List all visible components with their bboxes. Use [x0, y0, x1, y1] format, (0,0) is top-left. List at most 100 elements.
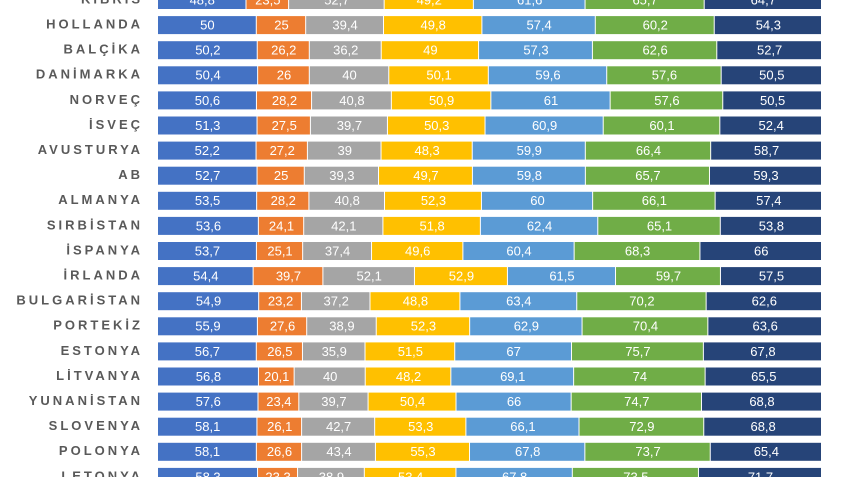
value-label: 60,2	[643, 18, 668, 33]
value-label: 39,3	[329, 168, 354, 183]
bar-segment	[158, 317, 257, 336]
value-label: 52,1	[357, 269, 382, 284]
value-label: 53,6	[196, 218, 221, 233]
category-label: SIRBİSTAN	[47, 217, 143, 232]
value-label: 48,3	[414, 143, 439, 158]
value-label: 40	[342, 68, 356, 83]
bar-segment	[158, 267, 253, 286]
bar-segment	[258, 367, 294, 386]
value-label: 50,5	[759, 68, 784, 83]
bar-segment	[257, 116, 310, 135]
bar-segment	[384, 0, 473, 9]
bar-segment	[585, 442, 710, 461]
category-label: AVUSTURYA	[38, 142, 143, 157]
value-label: 37,2	[324, 294, 349, 309]
bar-segment	[257, 191, 309, 210]
value-label: 59,7	[656, 269, 681, 284]
value-label: 26,2	[271, 43, 296, 58]
value-label: 68,3	[625, 243, 650, 258]
value-label: 28,2	[272, 93, 297, 108]
value-label: 50,4	[400, 394, 425, 409]
bar-segment	[610, 91, 723, 110]
bar-segment	[491, 91, 610, 110]
value-label: 25	[274, 168, 288, 183]
bar-segment	[703, 342, 821, 361]
value-label: 48,8	[190, 0, 215, 7]
bar-segment	[309, 66, 389, 85]
value-label: 40,8	[335, 193, 360, 208]
bar-segment	[720, 216, 821, 235]
value-label: 66,1	[510, 419, 535, 434]
bar-segment	[258, 467, 298, 477]
bar-segment	[301, 292, 370, 311]
value-label: 49,2	[417, 0, 442, 7]
value-label: 39,7	[276, 269, 301, 284]
bar-segment	[579, 417, 704, 436]
bar-segment	[376, 317, 470, 336]
category-label: YUNANİSTAN	[29, 393, 143, 408]
bar-segment	[466, 417, 579, 436]
value-label: 62,6	[642, 43, 667, 58]
bar-segment	[289, 0, 384, 9]
value-label: 25,1	[267, 243, 292, 258]
value-label: 66	[507, 394, 521, 409]
bar-segment	[603, 116, 720, 135]
value-label: 50,1	[426, 68, 451, 83]
value-label: 23,2	[268, 294, 293, 309]
value-label: 67	[506, 344, 520, 359]
bar-segment	[158, 116, 257, 135]
bar-segment	[158, 66, 258, 85]
value-label: 60,9	[532, 118, 557, 133]
value-label: 57,4	[526, 18, 551, 33]
value-label: 39,4	[332, 18, 357, 33]
bar-segment	[158, 367, 258, 386]
value-label: 70,4	[633, 319, 658, 334]
bar-segment	[456, 392, 571, 411]
value-label: 64,7	[751, 0, 776, 7]
bar-segment	[158, 166, 257, 185]
bar-segment	[698, 467, 821, 477]
bar-segment	[256, 141, 307, 160]
bar-segment	[385, 191, 481, 210]
category-label: PORTEKİZ	[53, 318, 143, 333]
bar-segment	[323, 267, 414, 286]
value-label: 39,7	[321, 394, 346, 409]
value-label: 65,7	[635, 168, 660, 183]
value-label: 58,1	[195, 419, 220, 434]
bar-segment	[310, 116, 387, 135]
value-label: 53,7	[195, 243, 220, 258]
value-label: 66,1	[642, 193, 667, 208]
value-label: 54,9	[196, 294, 221, 309]
bar-segment	[720, 267, 821, 286]
value-label: 28,2	[271, 193, 296, 208]
value-label: 59,3	[753, 168, 778, 183]
bar-segment	[158, 216, 258, 235]
bar-segment	[482, 16, 595, 35]
bar-segment	[298, 467, 364, 477]
bar-segment	[598, 216, 720, 235]
bar-segment	[479, 41, 592, 60]
bar-segment	[451, 367, 574, 386]
value-label: 20,1	[264, 369, 289, 384]
value-label: 55,9	[195, 319, 220, 334]
value-label: 56,8	[196, 369, 221, 384]
value-label: 57,5	[759, 269, 784, 284]
bar-segment	[309, 41, 381, 60]
value-label: 58,7	[754, 143, 779, 158]
bar-segment	[607, 66, 721, 85]
bar-segment	[307, 317, 376, 336]
value-label: 53,3	[408, 419, 433, 434]
bar-segment	[585, 141, 711, 160]
bar-segment	[585, 0, 704, 9]
value-label: 72,9	[629, 419, 654, 434]
value-label: 27,2	[270, 143, 295, 158]
value-label: 66,4	[636, 143, 661, 158]
bar-segment	[381, 41, 479, 60]
value-label: 61,5	[549, 269, 574, 284]
bar-segment	[257, 317, 307, 336]
value-label: 25	[274, 18, 288, 33]
value-label: 53,8	[759, 218, 784, 233]
value-label: 48,8	[403, 294, 428, 309]
value-label: 51,8	[419, 218, 444, 233]
bar-segment	[158, 141, 256, 160]
